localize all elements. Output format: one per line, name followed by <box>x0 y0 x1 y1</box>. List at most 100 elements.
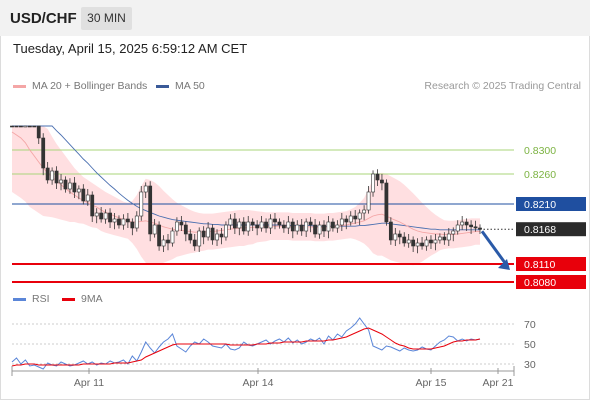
candle-body <box>281 224 286 229</box>
candle-body <box>264 221 268 229</box>
rsi-tick-label: 30 <box>524 359 536 371</box>
candle-body <box>259 221 264 229</box>
candle-body <box>63 179 68 190</box>
candle-body <box>237 221 242 229</box>
candle-body <box>215 233 219 241</box>
candle-body <box>344 218 349 223</box>
candle-body <box>246 221 251 232</box>
legend-rsi: RSI <box>13 293 50 305</box>
candle-body <box>41 137 46 169</box>
candle-body <box>420 242 424 247</box>
candle-body <box>130 221 135 229</box>
ma20-label: MA 20 + Bollinger Bands <box>32 80 148 92</box>
candle-body <box>393 233 398 241</box>
candle-body <box>402 236 407 244</box>
candle-body <box>473 226 478 229</box>
resistance-label: 0.8300 <box>524 145 556 157</box>
candle-body <box>375 173 380 181</box>
candle-body <box>121 218 126 226</box>
candle-body <box>90 194 95 217</box>
candle-body <box>23 125 28 128</box>
candle-body <box>224 224 228 238</box>
rsi-tick-label: 70 <box>524 319 536 331</box>
support-tag <box>516 257 586 271</box>
bollinger-band-layer <box>12 126 480 266</box>
candle-body <box>286 221 291 229</box>
candle-body <box>148 185 153 235</box>
candle-body <box>397 233 402 238</box>
candle-body <box>250 221 255 226</box>
candle-body <box>460 221 465 226</box>
resistance-label: 0.8260 <box>524 169 556 181</box>
candle-body <box>112 218 117 223</box>
candle-body <box>117 218 121 226</box>
candle-body <box>433 239 438 244</box>
tick-apr11-label: Apr 11 <box>74 377 104 389</box>
candle-body <box>371 173 375 193</box>
candle-body <box>429 239 433 244</box>
tick-apr21-label: Apr 21 <box>483 377 514 389</box>
candle-body <box>219 233 224 238</box>
candle-body <box>143 185 148 193</box>
ma50-swatch <box>156 84 169 88</box>
candle-body <box>175 221 179 232</box>
candle-body <box>277 221 282 226</box>
candle-body <box>255 224 260 229</box>
candle-body <box>19 125 23 128</box>
candle-body <box>45 167 50 181</box>
ma50-line <box>12 125 480 231</box>
candle-body <box>228 218 233 226</box>
timeframe-button[interactable]: 30 MIN <box>81 7 132 30</box>
candle-body <box>384 182 389 223</box>
candle-body <box>299 224 304 232</box>
candle-body <box>339 218 344 226</box>
moving-averages-layer <box>11 125 480 236</box>
candle-body <box>478 227 482 230</box>
candle-body <box>348 215 353 223</box>
candle-body <box>317 224 322 235</box>
candle-body <box>188 233 193 241</box>
candle-body <box>81 188 86 202</box>
candle-body <box>161 239 166 247</box>
tick-apr14-label: Apr 14 <box>243 377 274 389</box>
candle-body <box>469 224 473 228</box>
candle-body <box>388 221 393 241</box>
legend-ma50: MA 50 <box>156 80 205 92</box>
last-price-tag <box>516 222 586 237</box>
candle-body <box>313 224 317 235</box>
candle-body <box>464 221 469 226</box>
ma20-swatch <box>13 84 26 88</box>
candle-body <box>273 218 277 223</box>
candle-body <box>99 212 104 220</box>
candle-body <box>108 212 112 223</box>
rsi-label: RSI <box>32 293 50 305</box>
support-label: 0.8080 <box>524 277 556 289</box>
candle-body <box>50 170 55 181</box>
projection-arrowhead <box>498 259 510 270</box>
candle-body <box>451 230 456 235</box>
candle-body <box>192 239 197 247</box>
tick-apr15-label: Apr 15 <box>416 377 447 389</box>
candle-body <box>406 239 411 244</box>
bollinger-band <box>12 126 480 266</box>
candle-body <box>241 221 246 232</box>
last-price-label: 0.8168 <box>524 224 556 236</box>
candle-body <box>85 194 90 202</box>
legend-ma20: MA 20 + Bollinger Bands <box>13 80 147 92</box>
credit-text: Research © 2025 Trading Central <box>424 80 581 92</box>
legend-rsi-ma: 9MA <box>62 293 103 305</box>
candle-body <box>27 125 32 128</box>
rsi-ma-label: 9MA <box>81 293 103 305</box>
rsi-ma-swatch <box>62 297 75 301</box>
rsi-tick-label: 50 <box>524 339 536 351</box>
pivot-label: 0.8210 <box>524 199 556 211</box>
candle-body <box>157 224 161 247</box>
candle-body <box>304 221 309 232</box>
candle-body <box>210 227 215 241</box>
support-label: 0.8110 <box>524 259 555 271</box>
candle-body <box>424 239 429 247</box>
candle-body <box>152 224 157 235</box>
candle-body <box>10 125 14 128</box>
symbol-title: USD/CHF <box>10 10 77 27</box>
